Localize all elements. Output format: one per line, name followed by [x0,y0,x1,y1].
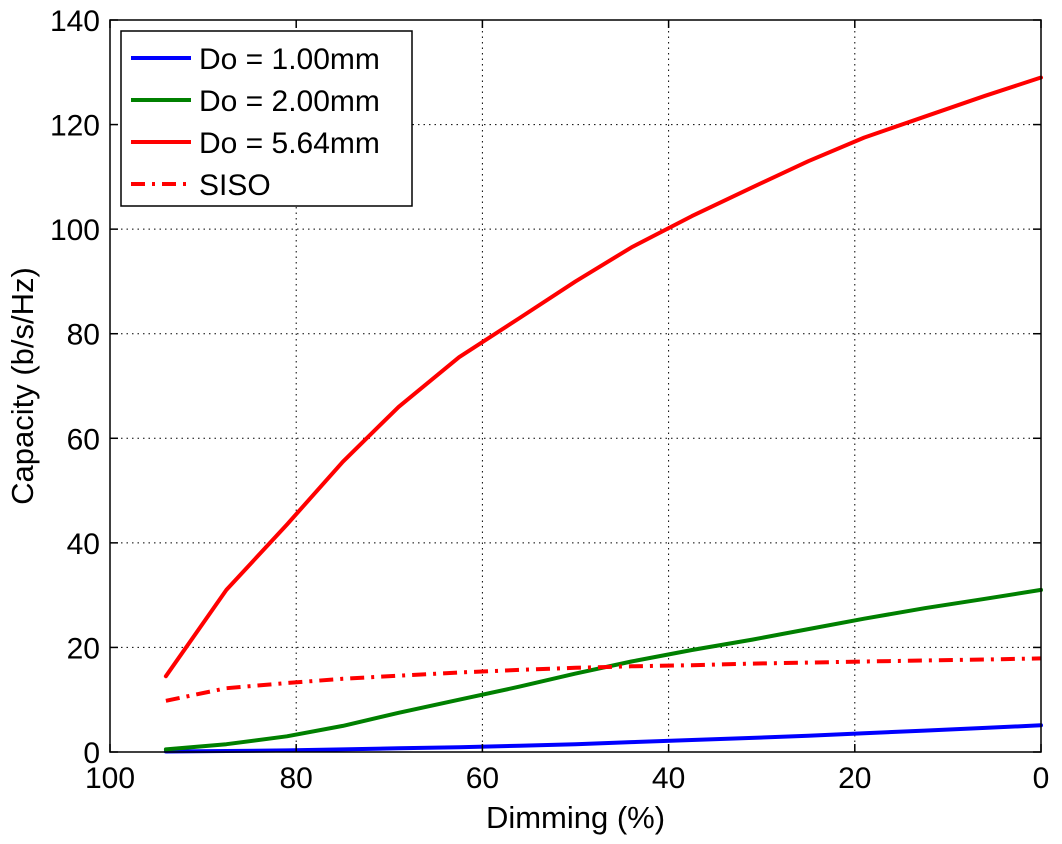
y-tick-label: 100 [50,214,100,247]
series-lines [163,75,1043,754]
y-tick-label: 140 [50,5,100,38]
y-axis-label: Capacity (b/s/Hz) [5,267,40,505]
y-tick-label: 120 [50,110,100,143]
legend-entry-label: SISO [199,169,271,202]
y-tick-label: 40 [67,528,100,561]
x-axis-label: Dimming (%) [486,800,665,835]
y-tick-label: 20 [67,632,100,665]
x-tick-label: 0 [1033,762,1050,795]
axis-ticks: 100 80 60 40 20 0 0 20 40 60 80 100 120 140 [50,5,1049,795]
legend: Do = 1.00mm Do = 2.00mm Do = 5.64mm SISO [120,30,413,207]
x-tick-label: 40 [652,762,685,795]
x-tick-label: 80 [280,762,313,795]
x-tick-label: 60 [466,762,499,795]
series-line-1 [163,723,1043,754]
legend-entry-label: Do = 1.00mm [199,43,380,76]
plot-frame [109,19,1042,753]
series-line-4 [165,656,1042,703]
legend-entry-label: Do = 5.64mm [199,127,380,160]
legend-entry-label: Do = 2.00mm [199,85,380,118]
series-line-3 [163,75,1043,679]
y-tick-label: 60 [67,423,100,456]
x-tick-label: 20 [838,762,871,795]
x-tick-label: 100 [85,762,135,795]
y-tick-label: 0 [83,737,100,770]
y-tick-label: 80 [67,319,100,352]
legend-box [120,30,413,207]
